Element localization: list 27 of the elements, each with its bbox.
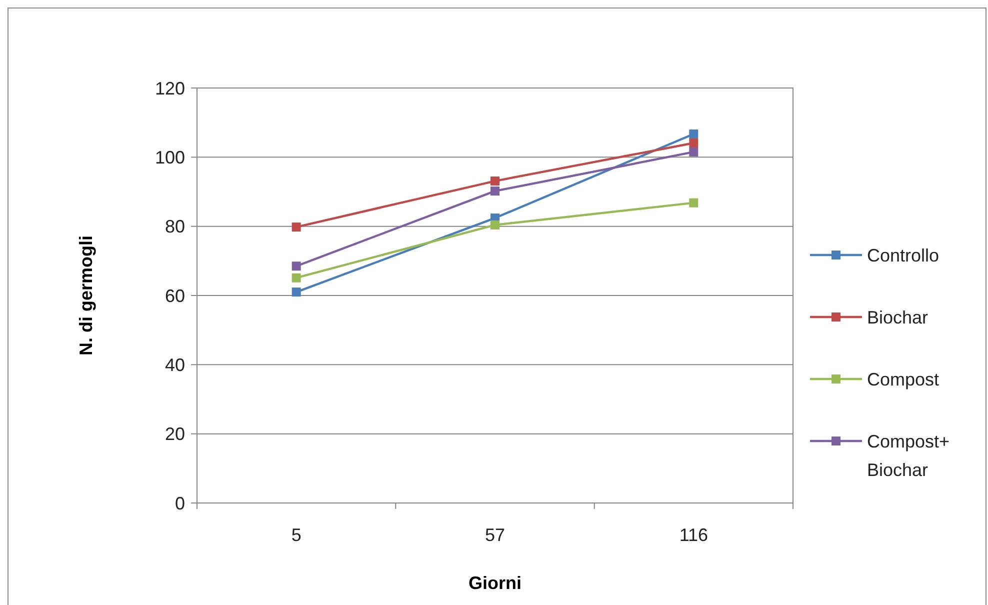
- legend-label: Controllo: [867, 245, 940, 266]
- x-tick-label: 116: [679, 525, 708, 545]
- point: [292, 273, 301, 282]
- point: [490, 186, 500, 196]
- point: [689, 147, 698, 156]
- point: [689, 198, 698, 208]
- y-tick-label: 0: [174, 493, 185, 514]
- y-tick-label: 100: [154, 147, 185, 168]
- point: [689, 138, 698, 148]
- y-tick-label: 120: [154, 78, 185, 98]
- y-axis-title: N. di germogli: [76, 235, 96, 356]
- y-tick-label: 40: [164, 354, 185, 375]
- x-tick-label: 5: [291, 525, 302, 545]
- y-tick-label: 60: [164, 286, 185, 306]
- point: [292, 288, 301, 297]
- x-axis-title: Giorni: [468, 573, 522, 593]
- point: [490, 176, 500, 186]
- x-tick-label: 57: [484, 525, 506, 545]
- point: [292, 262, 301, 271]
- legend-label: Compost+ Biochar: [867, 431, 950, 480]
- point: [292, 222, 301, 232]
- legend-label: Biochar: [867, 307, 928, 328]
- point: [689, 129, 698, 138]
- point: [490, 220, 500, 230]
- legend-label: Compost: [867, 369, 940, 390]
- y-tick-label: 80: [164, 216, 185, 237]
- y-tick-label: 20: [164, 424, 185, 444]
